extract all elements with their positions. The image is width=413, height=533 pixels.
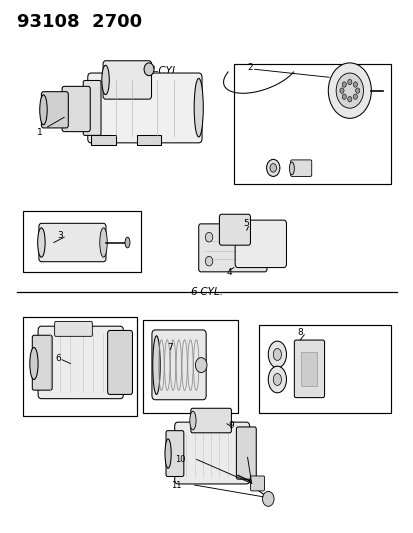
FancyBboxPatch shape	[62, 86, 90, 132]
FancyBboxPatch shape	[38, 326, 123, 399]
Circle shape	[195, 358, 206, 373]
Circle shape	[352, 94, 356, 99]
Circle shape	[342, 82, 346, 87]
Circle shape	[342, 94, 346, 99]
Circle shape	[339, 88, 343, 93]
Text: 4-CYL.: 4-CYL.	[149, 66, 182, 76]
Text: 4: 4	[226, 268, 232, 277]
Bar	[136, 135, 161, 145]
Bar	[23, 317, 136, 416]
FancyBboxPatch shape	[41, 92, 68, 128]
Text: 5: 5	[243, 220, 249, 228]
FancyBboxPatch shape	[290, 160, 311, 176]
Text: 6-CYL.: 6-CYL.	[190, 287, 223, 297]
Ellipse shape	[164, 439, 171, 468]
FancyBboxPatch shape	[83, 80, 101, 135]
Circle shape	[269, 164, 276, 172]
Circle shape	[355, 88, 359, 93]
Text: 11: 11	[170, 481, 181, 489]
Ellipse shape	[289, 162, 294, 175]
Bar	[23, 211, 140, 272]
Circle shape	[352, 82, 356, 87]
FancyBboxPatch shape	[103, 61, 151, 99]
Ellipse shape	[100, 228, 107, 257]
Text: 9: 9	[228, 421, 233, 430]
FancyBboxPatch shape	[235, 220, 286, 268]
Text: 3: 3	[57, 231, 63, 240]
FancyBboxPatch shape	[88, 73, 202, 143]
FancyBboxPatch shape	[152, 330, 206, 400]
Bar	[142, 320, 237, 413]
Bar	[91, 135, 116, 145]
Text: 10: 10	[174, 455, 185, 464]
FancyBboxPatch shape	[107, 330, 132, 394]
FancyBboxPatch shape	[190, 408, 231, 433]
Bar	[258, 325, 390, 413]
Text: 1: 1	[36, 128, 42, 136]
Circle shape	[328, 63, 370, 118]
Ellipse shape	[273, 349, 281, 360]
FancyBboxPatch shape	[219, 214, 250, 245]
FancyBboxPatch shape	[236, 427, 256, 479]
Circle shape	[335, 73, 363, 108]
Ellipse shape	[102, 65, 109, 95]
FancyBboxPatch shape	[39, 223, 106, 262]
Bar	[301, 352, 316, 386]
Bar	[233, 64, 390, 184]
Circle shape	[266, 159, 279, 176]
Circle shape	[144, 63, 154, 76]
Text: 2: 2	[247, 63, 253, 72]
Ellipse shape	[38, 228, 45, 257]
Text: 8: 8	[297, 328, 302, 336]
Ellipse shape	[40, 95, 47, 125]
FancyBboxPatch shape	[55, 321, 92, 336]
Ellipse shape	[189, 411, 196, 430]
Circle shape	[205, 256, 212, 266]
Text: 6: 6	[55, 354, 61, 362]
Ellipse shape	[268, 341, 286, 368]
Circle shape	[205, 232, 212, 242]
Ellipse shape	[30, 348, 38, 379]
Ellipse shape	[194, 78, 203, 137]
Ellipse shape	[273, 374, 281, 385]
Ellipse shape	[125, 237, 130, 248]
FancyBboxPatch shape	[198, 224, 266, 272]
FancyBboxPatch shape	[250, 476, 264, 491]
Ellipse shape	[152, 336, 160, 394]
FancyBboxPatch shape	[174, 422, 249, 484]
Ellipse shape	[268, 366, 286, 393]
Circle shape	[347, 96, 351, 102]
Circle shape	[347, 79, 351, 85]
FancyBboxPatch shape	[32, 335, 52, 390]
Circle shape	[262, 491, 273, 506]
Text: 7: 7	[166, 343, 172, 352]
FancyBboxPatch shape	[294, 340, 324, 398]
Text: 93108  2700: 93108 2700	[17, 13, 141, 31]
FancyBboxPatch shape	[166, 431, 183, 477]
